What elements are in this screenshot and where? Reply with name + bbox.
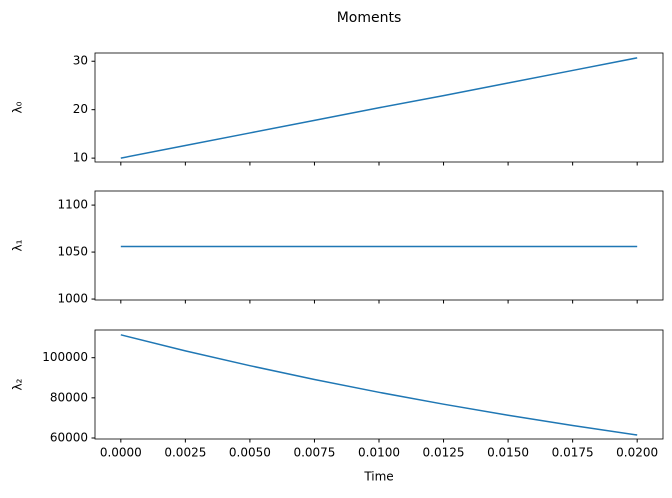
x-tick-label: 0.0075 (293, 446, 335, 460)
y-tick-label: 1100 (57, 198, 88, 212)
y-tick-label: 30 (73, 54, 88, 68)
x-tick-label: 0.0175 (552, 446, 594, 460)
axes-frame (94, 329, 664, 440)
x-tick-label: 0.0025 (164, 446, 206, 460)
x-axis-label: Time (363, 470, 393, 484)
y-tick-label: 60000 (50, 430, 88, 444)
y-tick-label: 10 (73, 151, 88, 165)
y-tick-label: 80000 (50, 390, 88, 404)
x-tick-label: 0.0100 (358, 446, 400, 460)
x-tick-label: 0.0200 (616, 446, 658, 460)
y-axis-label: λ₀ (11, 101, 25, 113)
y-tick-label: 100000 (42, 350, 88, 364)
data-line (120, 57, 638, 159)
y-tick-label: 20 (73, 102, 88, 116)
x-tick-label: 0.0000 (100, 446, 142, 460)
figure-title: Moments (337, 10, 402, 26)
axes-frame (94, 190, 664, 301)
x-tick-label: 0.0125 (423, 446, 465, 460)
y-axis-label: λ₁ (11, 239, 25, 251)
y-tick-label: 1050 (57, 245, 88, 259)
x-tick-label: 0.0050 (229, 446, 271, 460)
y-axis-label: λ₂ (11, 378, 25, 390)
data-line (120, 334, 638, 436)
x-tick-label: 0.0150 (487, 446, 529, 460)
y-tick-label: 1000 (57, 292, 88, 306)
